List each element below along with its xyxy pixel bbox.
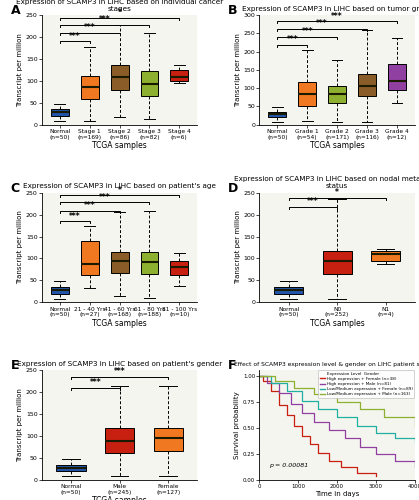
X-axis label: Time in days: Time in days [315, 490, 360, 496]
FancyBboxPatch shape [388, 64, 406, 90]
FancyBboxPatch shape [111, 66, 129, 90]
X-axis label: TCGA samples: TCGA samples [92, 141, 147, 150]
Text: ***: *** [99, 15, 111, 24]
FancyBboxPatch shape [171, 260, 188, 275]
FancyBboxPatch shape [57, 464, 85, 471]
Text: ***: *** [301, 28, 313, 36]
FancyBboxPatch shape [81, 76, 98, 99]
FancyBboxPatch shape [358, 74, 376, 96]
Text: *: * [118, 186, 122, 194]
Text: F: F [228, 360, 237, 372]
FancyBboxPatch shape [323, 250, 352, 274]
FancyBboxPatch shape [371, 250, 400, 260]
Text: p = 0.00081: p = 0.00081 [269, 463, 308, 468]
Text: ***: *** [307, 197, 319, 206]
Text: ***: *** [99, 192, 111, 202]
FancyBboxPatch shape [81, 241, 98, 275]
Y-axis label: Transcript per million: Transcript per million [17, 210, 23, 284]
X-axis label: TCGA samples: TCGA samples [92, 496, 147, 500]
Y-axis label: Transcript per million: Transcript per million [17, 33, 23, 107]
Text: ***: *** [84, 202, 96, 210]
Text: ***: *** [69, 212, 80, 220]
Text: D: D [228, 182, 238, 194]
FancyBboxPatch shape [105, 428, 134, 453]
Text: ***: *** [84, 23, 96, 32]
FancyBboxPatch shape [298, 82, 316, 106]
Title: Expression of SCAMP3 in LIHC based on tumor grade: Expression of SCAMP3 in LIHC based on tu… [242, 6, 419, 12]
Y-axis label: Transcript per million: Transcript per million [235, 210, 241, 284]
Legend: Expression Level  Gender, High expression + Female (n=38), High expression + Mal: Expression Level Gender, High expression… [318, 370, 414, 398]
Text: C: C [11, 182, 20, 194]
Y-axis label: Transcript per million: Transcript per million [17, 388, 23, 462]
Title: Expression of SCAMP3 in LIHC based on patient's gender: Expression of SCAMP3 in LIHC based on pa… [17, 361, 222, 367]
FancyBboxPatch shape [328, 86, 346, 104]
Text: B: B [228, 4, 238, 17]
Title: Expression of SCAMP3 in LIHC based on nodal metastasis
status: Expression of SCAMP3 in LIHC based on no… [234, 176, 419, 190]
Y-axis label: Transcript per million: Transcript per million [235, 33, 241, 107]
Text: ***: *** [90, 378, 101, 388]
Text: ***: *** [114, 368, 125, 376]
FancyBboxPatch shape [269, 112, 286, 117]
FancyBboxPatch shape [51, 110, 69, 116]
Text: A: A [11, 4, 21, 17]
FancyBboxPatch shape [274, 287, 303, 294]
Text: ***: *** [331, 12, 343, 20]
X-axis label: TCGA samples: TCGA samples [92, 318, 147, 328]
Text: E: E [11, 360, 19, 372]
Title: Expression of SCAMP3 in LIHC based on patient's age: Expression of SCAMP3 in LIHC based on pa… [23, 184, 216, 190]
Y-axis label: Survival probability: Survival probability [234, 392, 240, 459]
X-axis label: TCGA samples: TCGA samples [310, 141, 365, 150]
Text: *: * [335, 188, 339, 198]
Text: ***: *** [316, 20, 328, 28]
Text: *: * [118, 8, 122, 17]
FancyBboxPatch shape [154, 428, 183, 452]
Text: ***: *** [69, 32, 80, 40]
FancyBboxPatch shape [111, 252, 129, 272]
Title: Expression of SCAMP3 in LIHC based on individual cancer
stages: Expression of SCAMP3 in LIHC based on in… [16, 0, 223, 12]
FancyBboxPatch shape [51, 287, 69, 294]
FancyBboxPatch shape [140, 252, 158, 274]
Text: ***: *** [287, 36, 298, 44]
FancyBboxPatch shape [171, 70, 188, 81]
Title: Effect of SCAMP3 expression level & gender on LIHC patient survival: Effect of SCAMP3 expression level & gend… [234, 362, 419, 367]
FancyBboxPatch shape [140, 71, 158, 96]
X-axis label: TCGA samples: TCGA samples [310, 318, 365, 328]
